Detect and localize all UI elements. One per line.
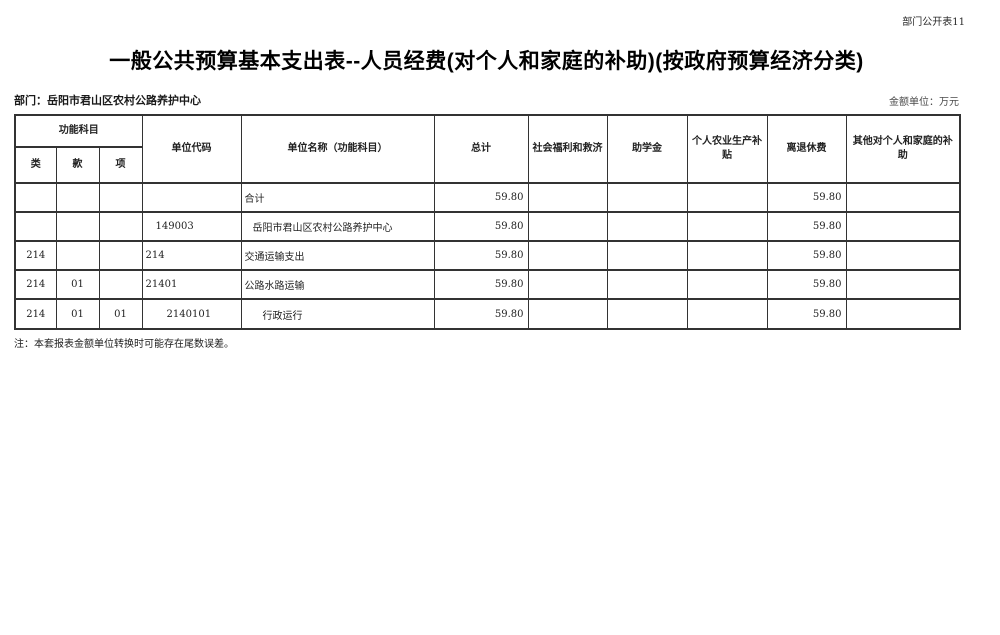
cell-unit-name: 交通运输支出 xyxy=(240,240,435,271)
cell-welfare xyxy=(527,269,608,300)
cell-func-class: 214 xyxy=(14,269,57,300)
cell-agri-subsidy xyxy=(686,298,768,330)
cell-unit-name: 公路水路运输 xyxy=(240,269,435,300)
cell-func-class xyxy=(14,182,57,213)
cell-func-section: 01 xyxy=(55,298,100,330)
cell-retirement: 59.80 xyxy=(766,240,847,271)
cell-agri-subsidy xyxy=(686,211,768,242)
cell-other-subsidy xyxy=(845,240,961,271)
cell-total: 59.80 xyxy=(433,240,529,271)
cell-unit-code: 214 xyxy=(141,240,242,271)
cell-retirement: 59.80 xyxy=(766,211,847,242)
cell-unit-code xyxy=(141,182,242,213)
budget-table: 功能科目 单位代码 单位名称（功能科目） 总计 社会福利和救济 助学金 个人农业… xyxy=(14,114,962,330)
cell-grant xyxy=(606,298,688,330)
header-func-item: 项 xyxy=(98,146,143,184)
cell-grant xyxy=(606,211,688,242)
cell-agri-subsidy xyxy=(686,182,768,213)
footnote: 注：本套报表金额单位转换时可能存在尾数误差。 xyxy=(14,339,234,350)
header-retirement: 离退休费 xyxy=(766,114,847,184)
table-body: 合计 59.80 59.80 149003 岳阳市君山区农村公路养护中心 59.… xyxy=(14,182,961,330)
cell-welfare xyxy=(527,240,608,271)
cell-total: 59.80 xyxy=(433,182,529,213)
table-row: 214 01 21401 公路水路运输 59.80 59.80 xyxy=(14,269,961,300)
header-welfare: 社会福利和救济 xyxy=(527,114,608,184)
table-row: 合计 59.80 59.80 xyxy=(14,182,961,213)
cell-func-item xyxy=(98,211,143,242)
cell-welfare xyxy=(527,182,608,213)
table-row: 214 214 交通运输支出 59.80 59.80 xyxy=(14,240,961,271)
cell-retirement: 59.80 xyxy=(766,298,847,330)
cell-grant xyxy=(606,240,688,271)
cell-func-section: 01 xyxy=(55,269,100,300)
cell-other-subsidy xyxy=(845,211,961,242)
cell-other-subsidy xyxy=(845,182,961,213)
department-label: 部门：岳阳市君山区农村公路养护中心 xyxy=(14,94,201,107)
cell-func-section xyxy=(55,240,100,271)
cell-welfare xyxy=(527,298,608,330)
cell-unit-name: 岳阳市君山区农村公路养护中心 xyxy=(240,211,435,242)
cell-total: 59.80 xyxy=(433,211,529,242)
header-agri-subsidy: 个人农业生产补贴 xyxy=(686,114,768,184)
cell-unit-name: 行政运行 xyxy=(240,298,435,330)
header-row-top: 功能科目 单位代码 单位名称（功能科目） 总计 社会福利和救济 助学金 个人农业… xyxy=(14,114,961,184)
table-row: 214 01 01 2140101 行政运行 59.80 59.80 xyxy=(14,298,961,330)
cell-func-item xyxy=(98,269,143,300)
cell-unit-code: 2140101 xyxy=(141,298,242,330)
header-unit-code: 单位代码 xyxy=(141,114,242,184)
cell-other-subsidy xyxy=(845,269,961,300)
cell-other-subsidy xyxy=(845,298,961,330)
table-header: 功能科目 单位代码 单位名称（功能科目） 总计 社会福利和救济 助学金 个人农业… xyxy=(14,114,961,184)
header-func-group: 功能科目 xyxy=(14,114,143,148)
cell-unit-code: 21401 xyxy=(141,269,242,300)
cell-func-class: 214 xyxy=(14,240,57,271)
cell-unit-name: 合计 xyxy=(240,182,435,213)
cell-func-section xyxy=(55,211,100,242)
cell-grant xyxy=(606,182,688,213)
report-content: 一般公共预算基本支出表--人员经费(对个人和家庭的补助)(按政府预算经济分类) … xyxy=(14,45,962,350)
cell-unit-code: 149003 xyxy=(141,211,242,242)
cell-total: 59.80 xyxy=(433,298,529,330)
header-total: 总计 xyxy=(433,114,529,184)
cell-func-section xyxy=(55,182,100,213)
cell-grant xyxy=(606,269,688,300)
header-func-section: 款 xyxy=(55,146,100,184)
cell-func-item: 01 xyxy=(98,298,143,330)
amount-unit-label: 金额单位：万元 xyxy=(889,97,959,108)
cell-agri-subsidy xyxy=(686,269,768,300)
cell-retirement: 59.80 xyxy=(766,182,847,213)
table-row: 149003 岳阳市君山区农村公路养护中心 59.80 59.80 xyxy=(14,211,961,242)
doc-label: 部门公开表11 xyxy=(902,17,965,28)
cell-welfare xyxy=(527,211,608,242)
cell-func-item xyxy=(98,240,143,271)
page-title: 一般公共预算基本支出表--人员经费(对个人和家庭的补助)(按政府预算经济分类) xyxy=(109,50,864,73)
header-other-subsidy: 其他对个人和家庭的补助 xyxy=(845,114,961,184)
header-grant: 助学金 xyxy=(606,114,688,184)
header-func-class: 类 xyxy=(14,146,57,184)
cell-retirement: 59.80 xyxy=(766,269,847,300)
cell-func-class: 214 xyxy=(14,298,57,330)
header-row-sub: 类 款 项 xyxy=(14,146,960,184)
cell-agri-subsidy xyxy=(686,240,768,271)
cell-func-class xyxy=(14,211,57,242)
meta-row: 部门：岳阳市君山区农村公路养护中心 金额单位：万元 xyxy=(14,92,959,108)
cell-func-item xyxy=(98,182,143,213)
cell-total: 59.80 xyxy=(433,269,529,300)
header-unit-name: 单位名称（功能科目） xyxy=(240,114,435,184)
